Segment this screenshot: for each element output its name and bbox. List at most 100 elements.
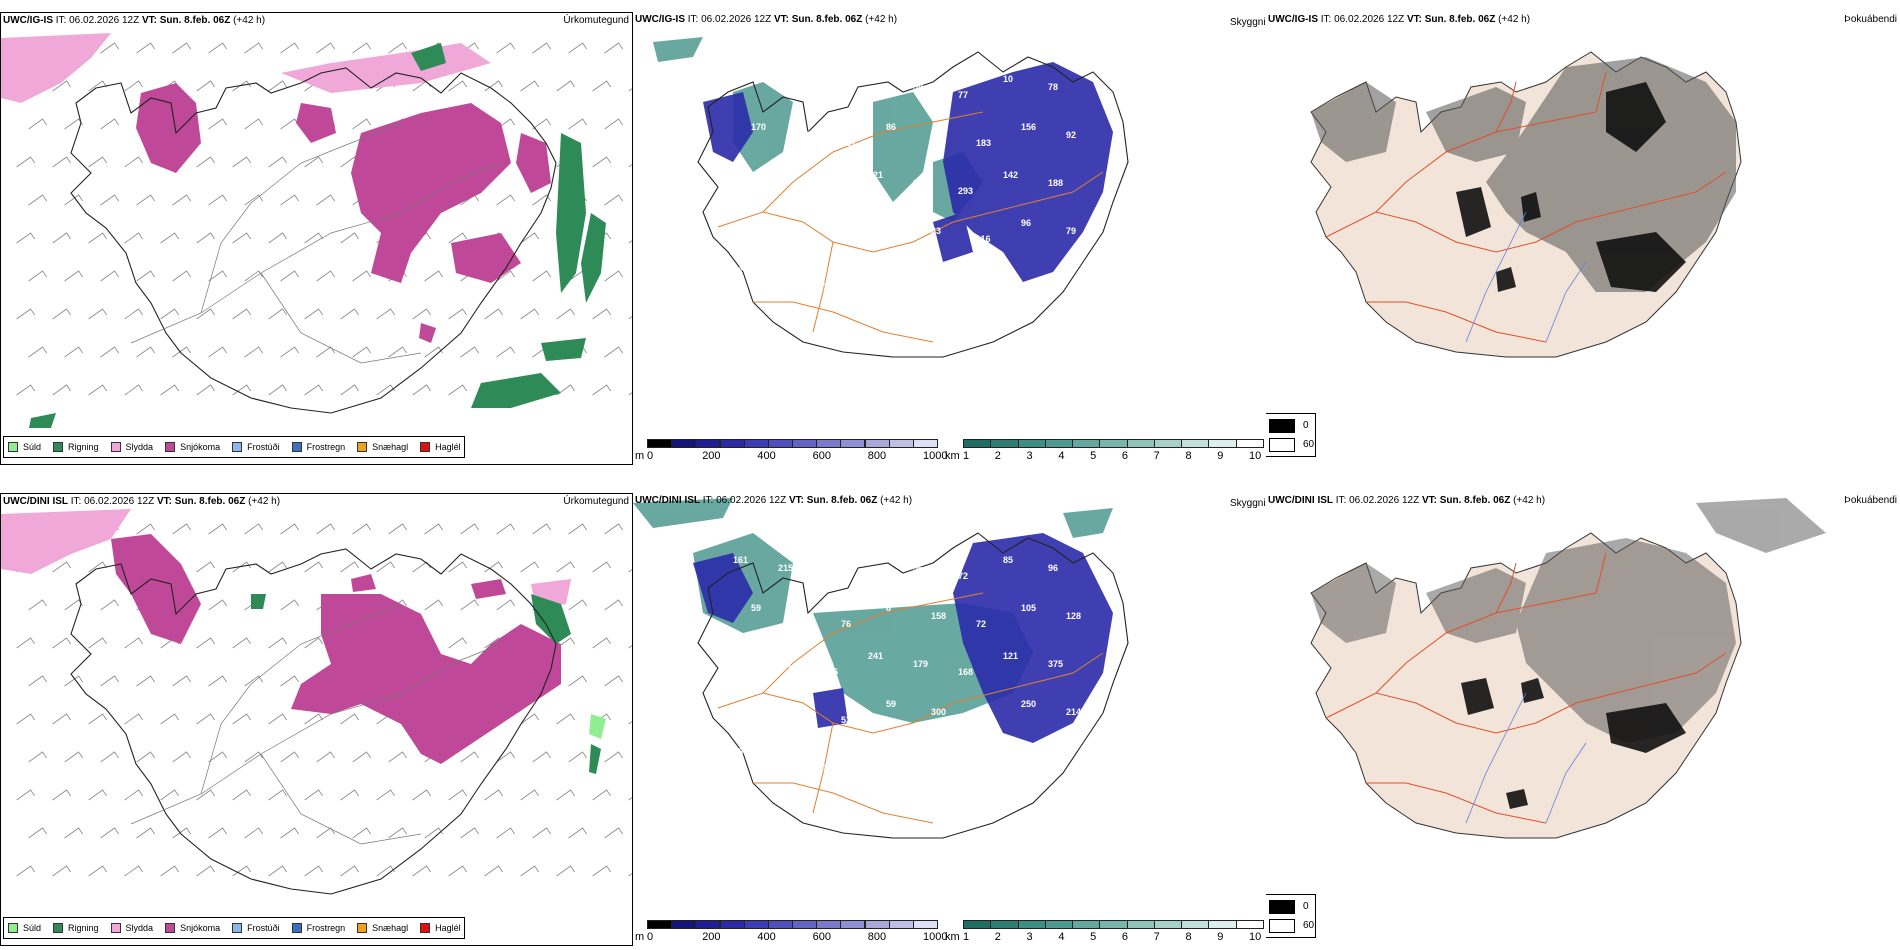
scale-tick: 6 (1121, 450, 1128, 462)
visibility-value-label: 244 (976, 715, 991, 725)
visibility-value-label: 375 (1048, 659, 1063, 669)
wind-barb (376, 561, 395, 573)
wind-barb (280, 675, 299, 687)
precip-rain-area (29, 43, 606, 428)
wind-barb (556, 561, 575, 573)
wind-barb (136, 346, 155, 358)
visibility-value-label: 61 (796, 611, 806, 621)
wind-barb (388, 751, 407, 763)
wind-barb (376, 308, 395, 320)
visibility-value-label: 92 (1066, 130, 1076, 140)
init-time: IT: 06.02.2026 12Z (685, 14, 774, 25)
wind-barb (496, 42, 515, 54)
visibility-value-label: 111 (778, 82, 792, 92)
wind-barb (196, 384, 215, 396)
legend-label: Súld (23, 442, 42, 452)
scale-unit: m (635, 931, 645, 943)
visibility-value-label: 588 (751, 699, 766, 709)
init-time: IT: 06.02.2026 12Z (1333, 495, 1422, 506)
wind-barb (424, 270, 443, 282)
scale-segment (1181, 920, 1210, 929)
scale-tick: 600 (812, 450, 831, 462)
scale-segment (695, 439, 721, 448)
lead-time: (+42 h) (1510, 495, 1546, 506)
wind-barb (268, 156, 287, 168)
scale-tick: 4 (1058, 931, 1065, 943)
scale-segment (1235, 920, 1264, 929)
wind-barb (28, 599, 47, 611)
coastline (70, 67, 557, 414)
wind-barb (208, 42, 227, 54)
wind-barb (196, 713, 215, 725)
fog-swatch-low (1269, 438, 1295, 452)
scale-segment (1208, 439, 1237, 448)
scale-tick: 10 (1249, 931, 1262, 943)
scale-segment (719, 920, 745, 929)
visibility-value-label: 96 (1048, 563, 1058, 573)
wind-barb (244, 270, 263, 282)
wind-barb (352, 118, 371, 130)
fog-map-svg-top (1310, 51, 1742, 358)
precip-rain-area-b (251, 594, 601, 774)
visibility-blue-area-b (693, 533, 1113, 743)
wind-barb (16, 308, 35, 320)
model-name: UWC/DINI ISL (635, 495, 700, 506)
scale-tick: 8 (1185, 931, 1192, 943)
roads-b (130, 603, 502, 845)
wind-barb (412, 308, 431, 320)
wind-barb (172, 194, 191, 206)
legend-swatch (232, 923, 243, 933)
visibility-value-label: 150 (733, 747, 748, 757)
wind-barb (340, 789, 359, 801)
roads-fog-bottom (1325, 552, 1727, 824)
wind-barb (136, 270, 155, 282)
visibility-map-bottom: 161 215 90 145 96 72 85 96 59 61 76 8 158 72 105 128 134… (633, 493, 1266, 946)
scale-segment (864, 920, 890, 929)
wind-barb (412, 384, 431, 396)
wind-barb (52, 156, 71, 168)
wind-barb (124, 156, 143, 168)
scale-tick: 10 (1249, 450, 1262, 462)
fog-label-high: 0 (1303, 901, 1309, 912)
wind-barb (448, 80, 467, 92)
fog-map-top: UWC/IG-IS IT: 06.02.2026 12Z VT: Sun. 8.… (1266, 12, 1900, 465)
wind-barb (88, 637, 107, 649)
visibility-value-label: 170 (751, 122, 766, 132)
visibility-value-label: 93 (958, 763, 968, 773)
visibility-value-label: 143 (778, 755, 793, 765)
wind-barb (28, 675, 47, 687)
wind-barb (172, 523, 191, 535)
scale-segment (1072, 920, 1101, 929)
wind-barb (268, 308, 287, 320)
wind-barb (172, 346, 191, 358)
wind-barb (592, 789, 611, 801)
wind-barb (244, 42, 263, 54)
fog-map-bottom: UWC/DINI ISL IT: 06.02.2026 12Z VT: Sun.… (1266, 493, 1900, 946)
wind-barb (160, 308, 179, 320)
wind-barb (196, 308, 215, 320)
wind-barb (100, 42, 119, 54)
wind-barb (28, 118, 47, 130)
scale-segment (840, 439, 866, 448)
wind-barb (604, 751, 623, 763)
visibility-value-label: 90 (823, 571, 833, 581)
wind-barb (124, 637, 143, 649)
visibility-value-label: 221 (778, 274, 793, 284)
wind-barb (304, 308, 323, 320)
precip-map-svg-bottom (1, 509, 632, 895)
visibility-value-label: 91 (913, 178, 923, 188)
scale-segment (816, 920, 842, 929)
valid-time: Sun. 8.feb. 06Z (1436, 495, 1511, 506)
scale-tick: 9 (1217, 450, 1224, 462)
wind-barb (100, 194, 119, 206)
wind-barb (100, 599, 119, 611)
wind-barb (592, 80, 611, 92)
wind-barb (412, 865, 431, 877)
wind-barb (568, 827, 587, 839)
lead-time: (+42 h) (1495, 14, 1531, 25)
legend-label: Snæhagl (372, 442, 409, 452)
visibility-value-label: 168 (958, 667, 973, 677)
wind-barb (100, 675, 119, 687)
wind-barb (124, 789, 143, 801)
valid-time-label: VT: (141, 15, 157, 26)
